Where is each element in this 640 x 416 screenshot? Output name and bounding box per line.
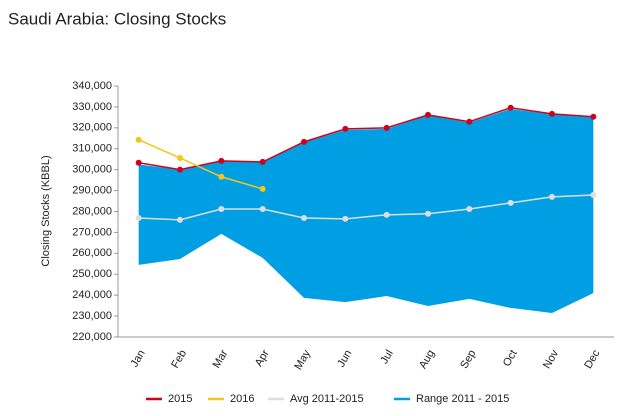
point [590, 113, 597, 120]
point [383, 124, 390, 131]
point [135, 136, 142, 143]
point [218, 157, 225, 164]
y-axis-label: Closing Stocks (KBBL) [40, 155, 52, 266]
point [590, 191, 597, 198]
point [507, 104, 514, 111]
point [177, 154, 183, 161]
point [135, 214, 142, 221]
x-tick-label: Aug [417, 348, 437, 371]
y-tick-label: 340,000 [72, 80, 112, 92]
point [218, 205, 225, 212]
point [507, 199, 514, 206]
y-tick-label: 230,000 [72, 310, 112, 322]
y-tick-label: 250,000 [72, 268, 112, 280]
legend-label: Range 2011 - 2015 [416, 393, 509, 405]
y-tick-label: 280,000 [72, 205, 112, 217]
y-tick-label: 330,000 [72, 101, 112, 113]
x-tick-label: Jul [378, 348, 395, 366]
point [549, 110, 555, 117]
x-tick-label: Sep [458, 348, 478, 371]
point [466, 205, 473, 212]
x-tick-label: Jan [129, 348, 148, 369]
range-area [138, 109, 594, 313]
x-tick-label: Mar [211, 348, 231, 371]
point [259, 158, 266, 165]
legend-label: 2016 [230, 393, 254, 405]
x-tick-label: Jun [335, 348, 354, 369]
point [342, 125, 349, 132]
y-tick-label: 290,000 [72, 184, 112, 196]
chart-title: Saudi Arabia: Closing Stocks [8, 9, 226, 28]
line [138, 194, 594, 221]
point [218, 173, 225, 180]
x-tick-label: Oct [501, 348, 520, 369]
y-tick-label: 270,000 [72, 226, 112, 238]
line [138, 139, 263, 190]
point [301, 214, 307, 221]
point [301, 138, 307, 145]
x-tick-label: Dec [582, 348, 602, 371]
point [259, 205, 266, 212]
point [425, 210, 431, 217]
point [383, 211, 390, 218]
x-tick-label: Apr [253, 348, 272, 369]
point [177, 166, 183, 173]
y-tick-label: 300,000 [72, 164, 112, 176]
point [342, 215, 349, 222]
point [135, 159, 142, 166]
y-tick-label: 310,000 [72, 143, 112, 155]
x-tick-label: May [292, 348, 313, 372]
y-tick-label: 260,000 [72, 247, 112, 259]
point [549, 193, 555, 200]
y-tick-label: 240,000 [72, 289, 112, 301]
x-tick-label: Feb [169, 348, 189, 370]
point [466, 118, 473, 125]
legend-label: 2015 [168, 393, 192, 405]
y-tick-label: 220,000 [72, 331, 112, 343]
legend-label: Avg 2011-2015 [290, 393, 364, 405]
point [259, 185, 266, 192]
point [177, 216, 183, 223]
y-tick-label: 320,000 [72, 122, 112, 134]
line [138, 106, 594, 171]
point [425, 111, 431, 118]
x-tick-label: Nov [541, 348, 561, 371]
